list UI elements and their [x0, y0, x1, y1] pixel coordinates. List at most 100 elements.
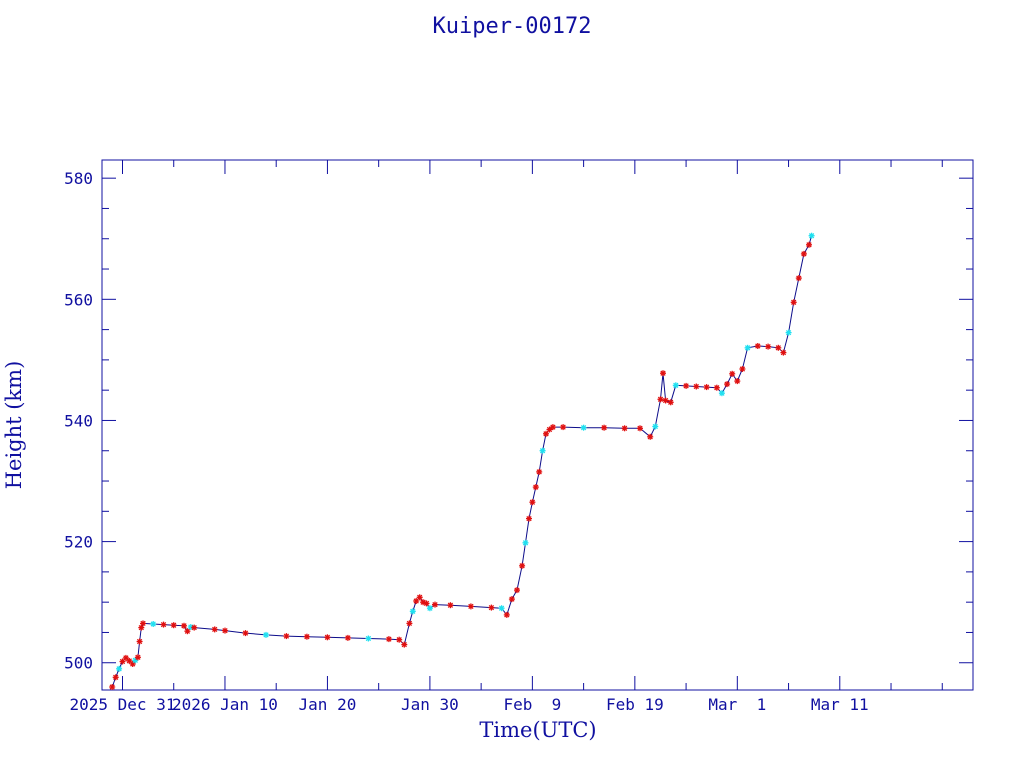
data-point [134, 654, 141, 661]
y-tick-label: 500 [64, 654, 93, 673]
data-point [401, 641, 408, 648]
data-point [729, 370, 736, 377]
data-point [109, 684, 116, 690]
x-tick-label: Feb 19 [606, 695, 664, 714]
x-tick-label: Mar 11 [811, 695, 869, 714]
data-point [652, 423, 659, 430]
data-point [693, 383, 700, 390]
x-tick-label: 2025 Dec 31 [70, 695, 176, 714]
data-point [660, 370, 666, 377]
data-point [365, 635, 372, 642]
data-point [447, 602, 454, 609]
data-point [303, 633, 310, 640]
y-tick-label: 560 [64, 290, 93, 309]
data-point [800, 250, 807, 257]
data-point [116, 665, 123, 672]
y-tick-label: 520 [64, 533, 93, 552]
data-point [601, 424, 608, 431]
data-point [136, 638, 143, 645]
data-point [683, 382, 690, 389]
data-point [775, 344, 782, 351]
x-tick-label: 2026 Jan 10 [172, 695, 278, 714]
plot-frame [101, 159, 974, 691]
data-point [150, 621, 157, 627]
data-point [503, 611, 510, 618]
data-point [734, 378, 741, 385]
data-point [713, 384, 720, 391]
chart-title: Kuiper-00172 [432, 14, 592, 39]
data-point [806, 241, 812, 248]
data-point [514, 587, 520, 594]
data-point [508, 596, 515, 603]
data-point [140, 620, 146, 627]
data-point [672, 382, 679, 389]
data-point [181, 622, 187, 629]
data-point [543, 430, 549, 437]
data-point [790, 299, 797, 306]
data-point [126, 657, 133, 664]
data-point [498, 605, 505, 612]
data-point [283, 633, 290, 640]
data-point [647, 433, 654, 440]
data-point [724, 381, 731, 388]
data-point [657, 396, 664, 403]
data-point [416, 594, 423, 601]
data-point [754, 343, 761, 349]
data-point [808, 232, 815, 239]
data-point [170, 622, 177, 629]
data-point [324, 634, 331, 641]
data-point [423, 600, 430, 607]
series-line [111, 235, 813, 688]
x-tick-label: Jan 20 [299, 695, 357, 714]
x-tick-label: Mar 1 [708, 695, 766, 714]
y-axis-label: Height (km) [2, 360, 26, 490]
data-point [560, 424, 567, 431]
data-point [522, 539, 529, 546]
data-point [739, 366, 746, 372]
data-point [211, 626, 218, 633]
data-point [519, 562, 526, 569]
data-point [546, 426, 553, 433]
data-point [432, 601, 438, 608]
data-point [621, 425, 628, 432]
x-axis-label: Time(UTC) [479, 718, 597, 742]
data-point [549, 424, 556, 431]
data-point [160, 621, 167, 628]
data-point [744, 344, 751, 351]
data-point [385, 636, 392, 643]
data-point [112, 674, 119, 681]
data-point [532, 484, 539, 491]
data-point [488, 604, 495, 611]
data-point [191, 624, 198, 631]
data-point [718, 390, 725, 397]
data-point [263, 631, 269, 638]
x-tick-label: Feb 9 [503, 695, 561, 714]
data-point [637, 425, 643, 432]
data-point [242, 630, 249, 637]
data-point [795, 275, 802, 282]
data-point [344, 634, 351, 641]
y-tick-label: 580 [64, 169, 93, 188]
data-point [785, 329, 792, 336]
data-point [526, 515, 532, 522]
data-point [396, 636, 403, 643]
data-point [780, 349, 787, 356]
y-tick-label: 540 [64, 411, 93, 430]
data-point [187, 624, 194, 630]
data-point [184, 628, 191, 635]
data-point [667, 399, 674, 406]
data-point [662, 397, 669, 404]
series-group [109, 232, 815, 690]
data-point [409, 608, 416, 615]
data-point [539, 447, 546, 454]
data-point [703, 384, 710, 391]
x-tick-label: Jan 30 [401, 695, 459, 714]
data-point [406, 620, 413, 627]
data-point [426, 605, 433, 612]
data-point [529, 499, 536, 506]
data-point [580, 424, 587, 431]
data-point [467, 603, 474, 610]
data-point [765, 343, 772, 350]
